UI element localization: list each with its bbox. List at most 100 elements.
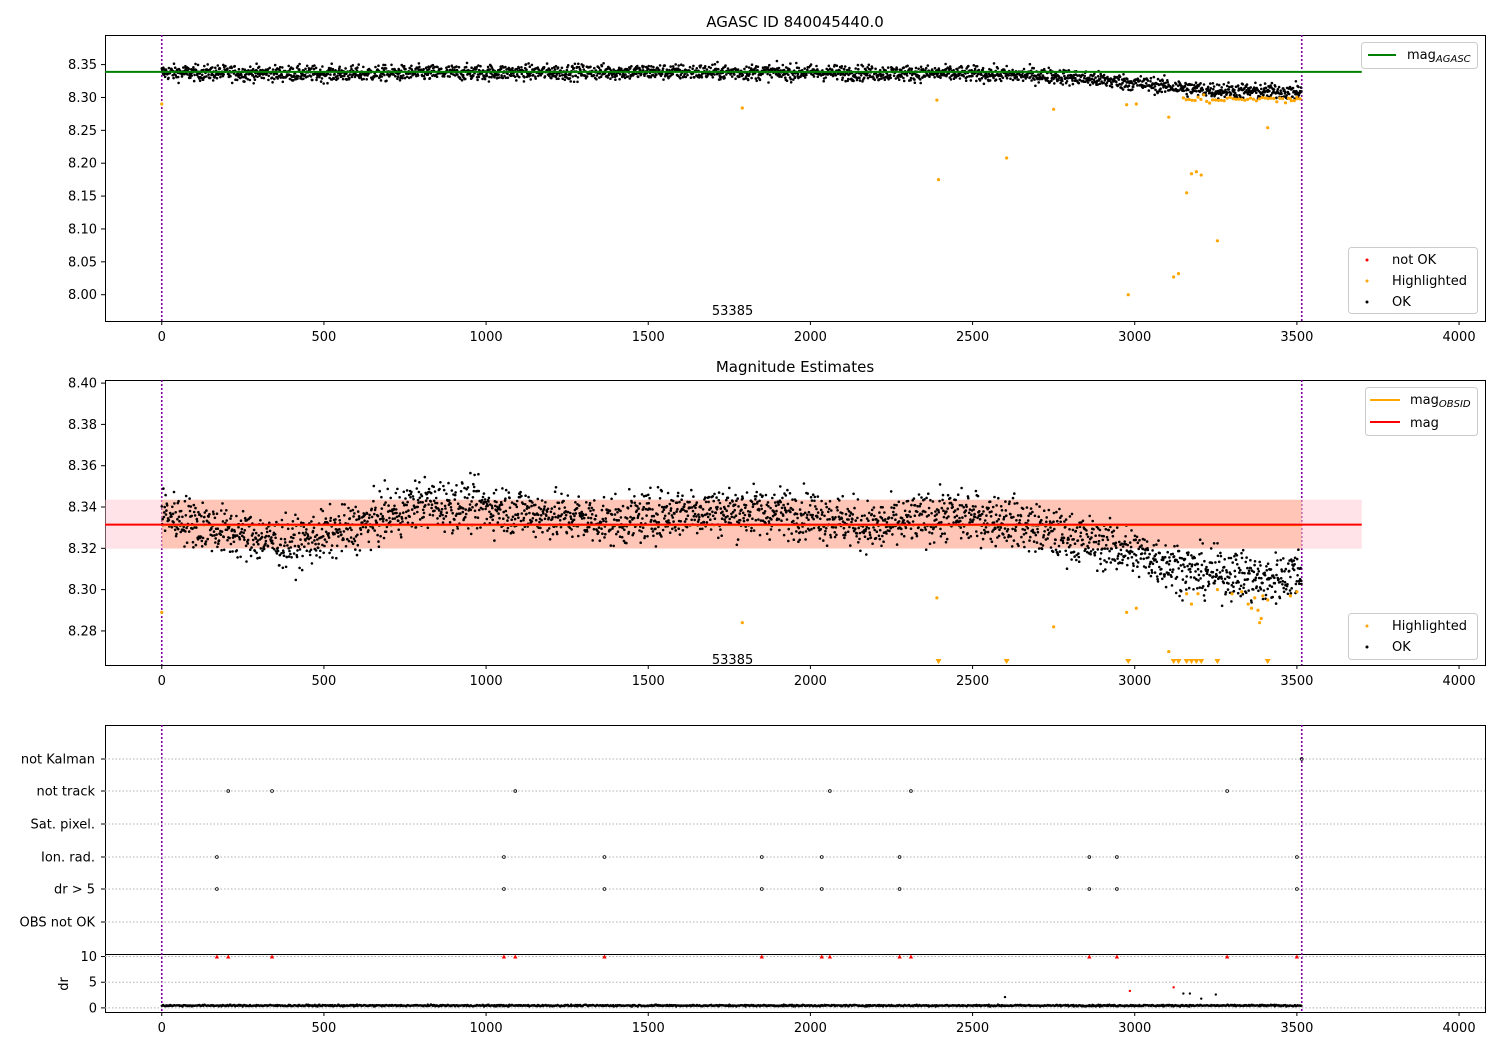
ok-point [238,76,242,80]
ok-point [402,490,406,494]
ok-point [196,72,199,75]
ok-point [172,490,176,494]
ok-point [474,515,477,519]
ok-point [858,76,861,80]
ok-point [429,500,433,503]
ok-point [314,542,317,546]
ok-point [994,78,998,81]
ok-point [268,529,272,533]
ok-point [1291,95,1294,98]
ok-point [390,530,393,533]
ok-point [895,543,899,546]
ok-point [333,521,337,524]
ok-point [551,532,555,536]
ok-point [174,534,178,538]
ok-point [427,487,431,491]
ok-point [1241,83,1245,86]
ok-point [1030,79,1033,82]
ok-point [465,61,469,65]
ok-point [520,72,524,76]
ok-point [404,497,407,500]
ok-point [752,529,756,532]
ok-point [341,77,345,81]
ok-point [754,77,758,80]
ok-point [1057,78,1060,82]
ok-point [719,77,722,81]
ok-point [738,75,741,79]
ok-point [315,533,319,537]
ok-point [987,72,991,76]
ok-point [418,481,421,484]
ok-point [271,68,275,71]
ok-point [996,525,1000,529]
ok-point [392,73,395,76]
ok-point [491,514,495,517]
ok-point [211,510,215,513]
ok-point [638,66,641,70]
ok-point [464,508,468,511]
ok-point [307,542,310,545]
ok-point [927,514,930,517]
ok-point [400,517,404,520]
ok-point [629,515,632,519]
ok-point [463,496,467,499]
ok-point [517,66,521,70]
ok-point [1149,80,1152,83]
ok-point [956,493,960,497]
ok-point [714,511,718,514]
ok-point [481,77,484,81]
ok-point [488,68,492,71]
ok-point [798,508,802,511]
ok-point [216,545,219,549]
ok-point [892,510,895,514]
ok-point [353,512,356,515]
ok-point [582,533,586,537]
ok-point [610,497,613,501]
ok-point [983,519,987,522]
ok-point [661,528,665,532]
ok-point [810,499,814,502]
ok-point [602,62,605,65]
ok-point [574,512,578,515]
ok-point [504,497,507,501]
ok-point [1138,79,1142,82]
ok-point [216,64,220,67]
ok-point [856,63,860,67]
ok-point [847,518,850,521]
ok-point [278,65,282,69]
ok-point [1159,87,1162,90]
ok-point [546,529,549,532]
agasc-panel-title: AGASC ID 840045440.0 [706,13,884,31]
ok-point [724,520,727,524]
ok-point [1048,520,1052,523]
ok-point [959,519,962,523]
ok-point [1236,84,1240,87]
ok-point [930,532,934,535]
ok-point [418,518,422,521]
ok-point [945,510,948,513]
ok-point [381,520,385,523]
ok-point [527,495,530,499]
ok-point [447,481,450,485]
ok-point [242,531,245,535]
ok-point [711,63,714,67]
ok-point [381,514,385,518]
ok-point [1071,79,1074,82]
ok-point [1102,73,1106,77]
ok-point [186,73,189,76]
ok-point [310,562,314,565]
ok-point [688,500,691,504]
ok-point [475,67,478,71]
ok-point [745,65,748,68]
ok-point [231,550,234,553]
ok-point [744,75,748,78]
ok-point [332,77,336,80]
ok-point [1092,78,1096,81]
ok-point [737,505,740,508]
ok-point [662,508,666,512]
ok-point [433,65,436,69]
ok-point [1202,83,1206,86]
ok-point [907,514,910,517]
ok-point [505,514,508,517]
ok-point [274,536,277,540]
